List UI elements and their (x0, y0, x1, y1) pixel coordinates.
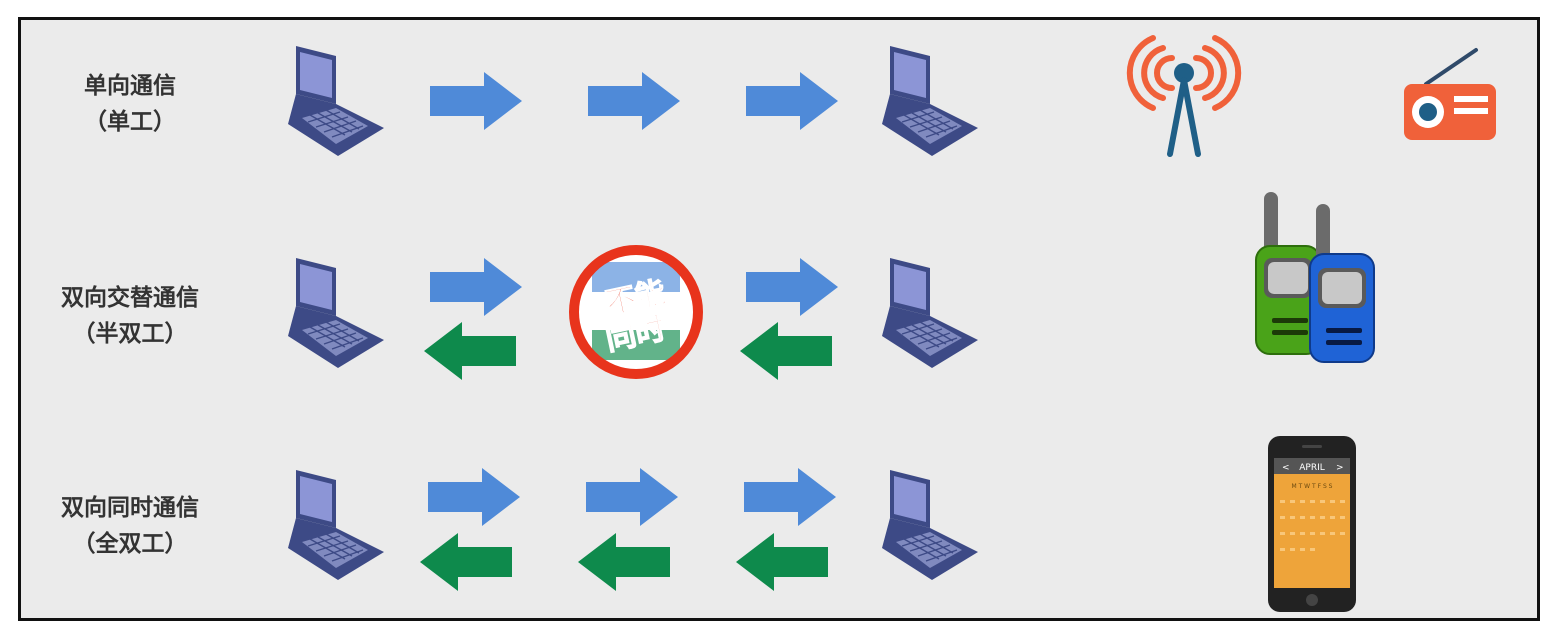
phone-prev-button: < (1282, 463, 1290, 473)
row-label-half-duplex-line2: （半双工） (72, 321, 188, 347)
left-arrow-icon (740, 322, 832, 380)
laptop-icon (287, 469, 385, 581)
laptop-icon (287, 45, 385, 157)
right-arrow-icon (588, 72, 680, 130)
row-label-simplex: 单向通信 （单工） (30, 68, 230, 140)
right-arrow-icon (746, 258, 838, 316)
phone-weekdays: M T W T F S S (1292, 483, 1333, 490)
row-label-full-duplex-line1: 双向同时通信 (61, 495, 199, 521)
walkie-talkie-icon (1255, 192, 1375, 363)
laptop-icon (881, 45, 979, 157)
smartphone-icon: < APRIL > M T W T F S S (1268, 436, 1356, 612)
left-arrow-icon (736, 533, 828, 591)
laptop-icon (287, 257, 385, 369)
right-arrow-icon (428, 468, 520, 526)
row-label-simplex-line1: 单向通信 (84, 73, 176, 99)
no-entry-icon: 不能 同时 (569, 245, 703, 379)
row-label-half-duplex: 双向交替通信 （半双工） (30, 280, 230, 352)
laptop-icon (881, 469, 979, 581)
row-label-half-duplex-line1: 双向交替通信 (61, 285, 199, 311)
laptop-icon (881, 257, 979, 369)
phone-next-button: > (1336, 463, 1344, 473)
right-arrow-icon (430, 72, 522, 130)
right-arrow-icon (746, 72, 838, 130)
row-label-simplex-line2: （单工） (84, 109, 176, 135)
right-arrow-icon (744, 468, 836, 526)
right-arrow-icon (430, 258, 522, 316)
row-label-full-duplex: 双向同时通信 （全双工） (30, 490, 230, 562)
left-arrow-icon (578, 533, 670, 591)
row-label-full-duplex-line2: （全双工） (72, 531, 188, 557)
right-arrow-icon (586, 468, 678, 526)
radio-tower-icon (1126, 35, 1242, 157)
phone-month: APRIL (1299, 463, 1325, 473)
left-arrow-icon (424, 322, 516, 380)
left-arrow-icon (420, 533, 512, 591)
radio-icon (1404, 48, 1496, 140)
